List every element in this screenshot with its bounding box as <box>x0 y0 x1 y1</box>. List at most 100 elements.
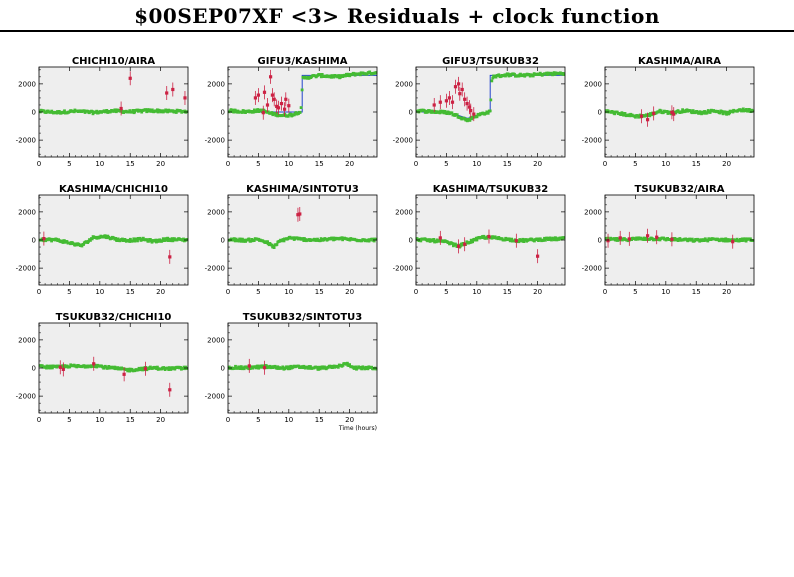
good-point <box>352 72 356 75</box>
good-point <box>145 238 149 242</box>
flagged-point <box>627 237 631 241</box>
x-tick-label: 15 <box>692 288 701 296</box>
x-tick-label: 10 <box>95 160 104 168</box>
flagged-point <box>168 255 172 259</box>
good-point <box>468 241 472 244</box>
good-point <box>742 239 745 242</box>
good-point <box>270 243 274 247</box>
good-point <box>346 361 349 365</box>
good-point <box>527 73 531 76</box>
good-point <box>63 109 66 113</box>
good-point <box>165 238 169 242</box>
good-point <box>475 115 479 119</box>
good-point <box>141 236 145 240</box>
flagged-point <box>432 103 436 107</box>
good-point <box>706 239 710 243</box>
good-point <box>740 237 744 241</box>
good-point <box>242 367 246 371</box>
flagged-point <box>467 105 472 109</box>
flagged-point <box>165 91 169 95</box>
good-point <box>230 108 234 112</box>
good-point <box>49 364 52 368</box>
good-point <box>272 246 276 249</box>
y-tick-label: 2000 <box>207 336 225 344</box>
good-point <box>370 365 373 369</box>
good-point <box>520 239 524 243</box>
good-point <box>182 365 186 369</box>
good-point <box>319 73 322 76</box>
good-point <box>722 237 726 241</box>
good-point <box>232 110 236 114</box>
x-tick-label: 5 <box>633 160 637 168</box>
flagged-point <box>463 97 467 101</box>
good-point <box>302 239 306 242</box>
good-point <box>647 112 650 116</box>
flagged-point <box>122 372 126 376</box>
panel-title: KASHIMA/SINTOTU3 <box>246 184 359 195</box>
good-point <box>237 239 241 243</box>
good-point <box>486 111 490 115</box>
good-points <box>227 70 378 118</box>
good-point <box>554 236 558 240</box>
good-point <box>475 238 479 242</box>
good-point <box>105 109 109 112</box>
good-point <box>619 113 623 116</box>
good-point <box>489 98 493 102</box>
good-point <box>146 108 149 111</box>
title-rule <box>0 30 794 32</box>
good-point <box>82 109 86 113</box>
good-point <box>330 236 334 240</box>
flagged-points <box>432 76 476 122</box>
good-point <box>166 236 169 240</box>
good-point <box>522 240 526 243</box>
good-point <box>484 112 488 115</box>
flagged-point <box>270 93 274 97</box>
good-point <box>169 239 173 243</box>
good-point <box>259 108 263 112</box>
good-point <box>522 73 526 76</box>
good-point <box>128 240 131 243</box>
good-point <box>236 367 240 370</box>
flagged-point <box>514 239 518 243</box>
flagged-point <box>472 112 476 116</box>
good-point <box>690 237 694 241</box>
good-point <box>510 237 513 241</box>
good-point <box>438 111 442 115</box>
y-tick-label: -2000 <box>205 393 225 401</box>
panel-gifu3-tsukub32: GIFU3/TSUKUB32 0 5 10 15 20 -2000 0 2000 <box>393 56 566 168</box>
good-point <box>744 239 748 243</box>
x-tick-label: 15 <box>315 160 324 168</box>
good-point <box>731 110 735 114</box>
good-point <box>697 112 701 115</box>
x-tick-label: 20 <box>533 160 542 168</box>
good-point <box>604 237 608 240</box>
good-point <box>318 365 321 369</box>
flagged-point <box>265 103 270 107</box>
good-point <box>87 239 90 243</box>
good-point <box>708 111 712 114</box>
good-point <box>60 239 64 243</box>
good-point <box>300 88 304 92</box>
good-point <box>156 365 159 369</box>
good-points <box>38 108 189 116</box>
good-point <box>507 237 511 241</box>
good-point <box>703 237 707 241</box>
good-point <box>615 237 618 240</box>
x-tick-label: 20 <box>156 160 165 168</box>
good-point <box>161 238 165 242</box>
good-point <box>288 367 292 371</box>
x-tick-label: 15 <box>503 160 512 168</box>
good-point <box>628 114 632 118</box>
flagged-point <box>298 212 302 216</box>
good-point <box>257 110 260 113</box>
good-point <box>493 235 497 239</box>
good-point <box>166 110 169 114</box>
good-point <box>678 237 682 240</box>
panel-title: TSUKUB32/SINTOTU3 <box>243 312 363 323</box>
flagged-point <box>42 237 46 241</box>
good-point <box>749 237 752 241</box>
flagged-point <box>171 87 175 92</box>
flagged-point <box>276 106 281 110</box>
good-point <box>282 239 286 243</box>
panel-tsukub32-chichi10: TSUKUB32/CHICHI10 0 5 10 15 20 -2000 0 2000 <box>16 312 189 424</box>
